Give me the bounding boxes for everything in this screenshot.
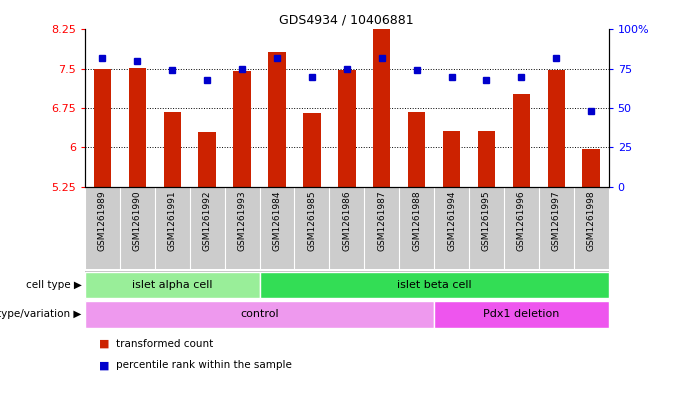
Text: GSM1261987: GSM1261987 (377, 191, 386, 252)
Bar (434, 301, 609, 328)
Title: GDS4934 / 10406881: GDS4934 / 10406881 (279, 14, 414, 27)
Bar (547, 70, 565, 187)
Bar (303, 113, 321, 187)
Bar (338, 70, 356, 187)
Text: GSM1261998: GSM1261998 (587, 191, 596, 252)
Text: GSM1261994: GSM1261994 (447, 191, 456, 251)
Text: GSM1261997: GSM1261997 (551, 191, 561, 252)
Text: GSM1261985: GSM1261985 (307, 191, 316, 252)
Text: GSM1261990: GSM1261990 (133, 191, 142, 252)
Bar (513, 94, 530, 187)
Text: GSM1261984: GSM1261984 (273, 191, 282, 251)
Bar (373, 11, 390, 187)
Bar (582, 149, 600, 187)
Text: GSM1261989: GSM1261989 (98, 191, 107, 252)
Text: islet alpha cell: islet alpha cell (132, 280, 213, 290)
Bar (408, 112, 426, 187)
Text: islet beta cell: islet beta cell (396, 280, 471, 290)
Text: cell type ▶: cell type ▶ (26, 280, 82, 290)
Bar (199, 132, 216, 187)
Bar (477, 130, 495, 187)
Bar (129, 68, 146, 187)
Text: GSM1261993: GSM1261993 (237, 191, 247, 252)
Bar (268, 52, 286, 187)
Text: control: control (240, 309, 279, 320)
Text: Pdx1 deletion: Pdx1 deletion (483, 309, 560, 320)
Text: GSM1261986: GSM1261986 (342, 191, 352, 252)
Text: GSM1261996: GSM1261996 (517, 191, 526, 252)
Bar (233, 72, 251, 187)
Text: GSM1261995: GSM1261995 (482, 191, 491, 252)
Text: transformed count: transformed count (116, 339, 213, 349)
Bar (163, 112, 181, 187)
Text: percentile rank within the sample: percentile rank within the sample (116, 360, 292, 371)
Text: ■: ■ (99, 360, 109, 371)
Bar (94, 69, 111, 187)
Text: GSM1261992: GSM1261992 (203, 191, 211, 251)
Text: GSM1261991: GSM1261991 (168, 191, 177, 252)
Text: genotype/variation ▶: genotype/variation ▶ (0, 309, 82, 320)
Bar (260, 272, 609, 298)
Bar (85, 301, 434, 328)
Bar (85, 272, 260, 298)
Text: GSM1261988: GSM1261988 (412, 191, 421, 252)
Bar (443, 130, 460, 187)
Text: ■: ■ (99, 339, 109, 349)
